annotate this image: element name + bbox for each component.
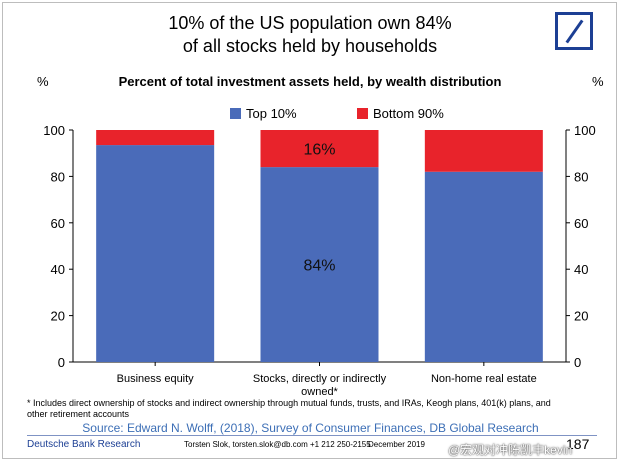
legend-item-top10: Top 10% [230,106,297,121]
y-tick-label-right: 60 [574,216,588,231]
y-tick-label-right: 100 [574,123,596,138]
legend-label-bottom90: Bottom 90% [373,106,444,121]
source-line: Source: Edward N. Wolff, (2018), Survey … [82,421,539,435]
bar-top10 [424,171,543,362]
bar-bottom90 [424,130,543,172]
x-tick-label: Non-home real estate [431,373,537,385]
chart-title: Percent of total investment assets held,… [118,74,502,89]
footnote: * Includes direct ownership of stocks an… [27,398,551,419]
y-tick-label-left: 20 [51,309,65,324]
legend-item-bottom90: Bottom 90% [357,106,444,121]
y-tick-label-left: 40 [51,262,65,277]
y-tick-label-left: 0 [58,355,65,370]
y-tick-label-right: 40 [574,262,588,277]
bar-top10 [260,167,379,362]
data-label: 84% [303,258,335,275]
data-label: 16% [303,142,335,159]
page-number: 187 [566,436,590,452]
y-tick-label-left: 60 [51,216,65,231]
footer-date: December 2019 [368,440,425,449]
footer-brand: Deutsche Bank Research [27,439,141,450]
y-tick-label-right: 80 [574,169,588,184]
watermark-text: @宏观对冲陈凯丰kevin [448,443,573,457]
x-tick-label: Business equity [117,373,195,385]
title-line-2: of all stocks held by households [182,36,438,56]
x-tick-label: Stocks, directly or indirectly [253,373,387,385]
slide-title: 10% of the US population own 84% of all … [60,12,560,58]
bar-bottom90 [260,130,379,168]
y-tick-label-right: 20 [574,309,588,324]
legend-label-top10: Top 10% [246,106,297,121]
right-unit-label: % [592,74,604,89]
y-tick-label-left: 100 [43,123,65,138]
legend-swatch-top10 [230,108,241,119]
legend-swatch-bottom90 [357,108,368,119]
y-tick-label-right: 0 [574,355,581,370]
title-line-1: 10% of the US population own 84% [168,13,452,33]
slide-frame [2,2,617,459]
deutsche-bank-logo-icon [555,12,593,50]
left-unit-label: % [37,74,49,89]
footer-divider [27,435,597,436]
bar-bottom90 [96,130,215,146]
y-tick-label-left: 80 [51,169,65,184]
bar-top10 [96,145,215,362]
x-tick-label: owned* [301,386,338,398]
footer-contact: Torsten Slok, torsten.slok@db.com +1 212… [184,440,371,449]
